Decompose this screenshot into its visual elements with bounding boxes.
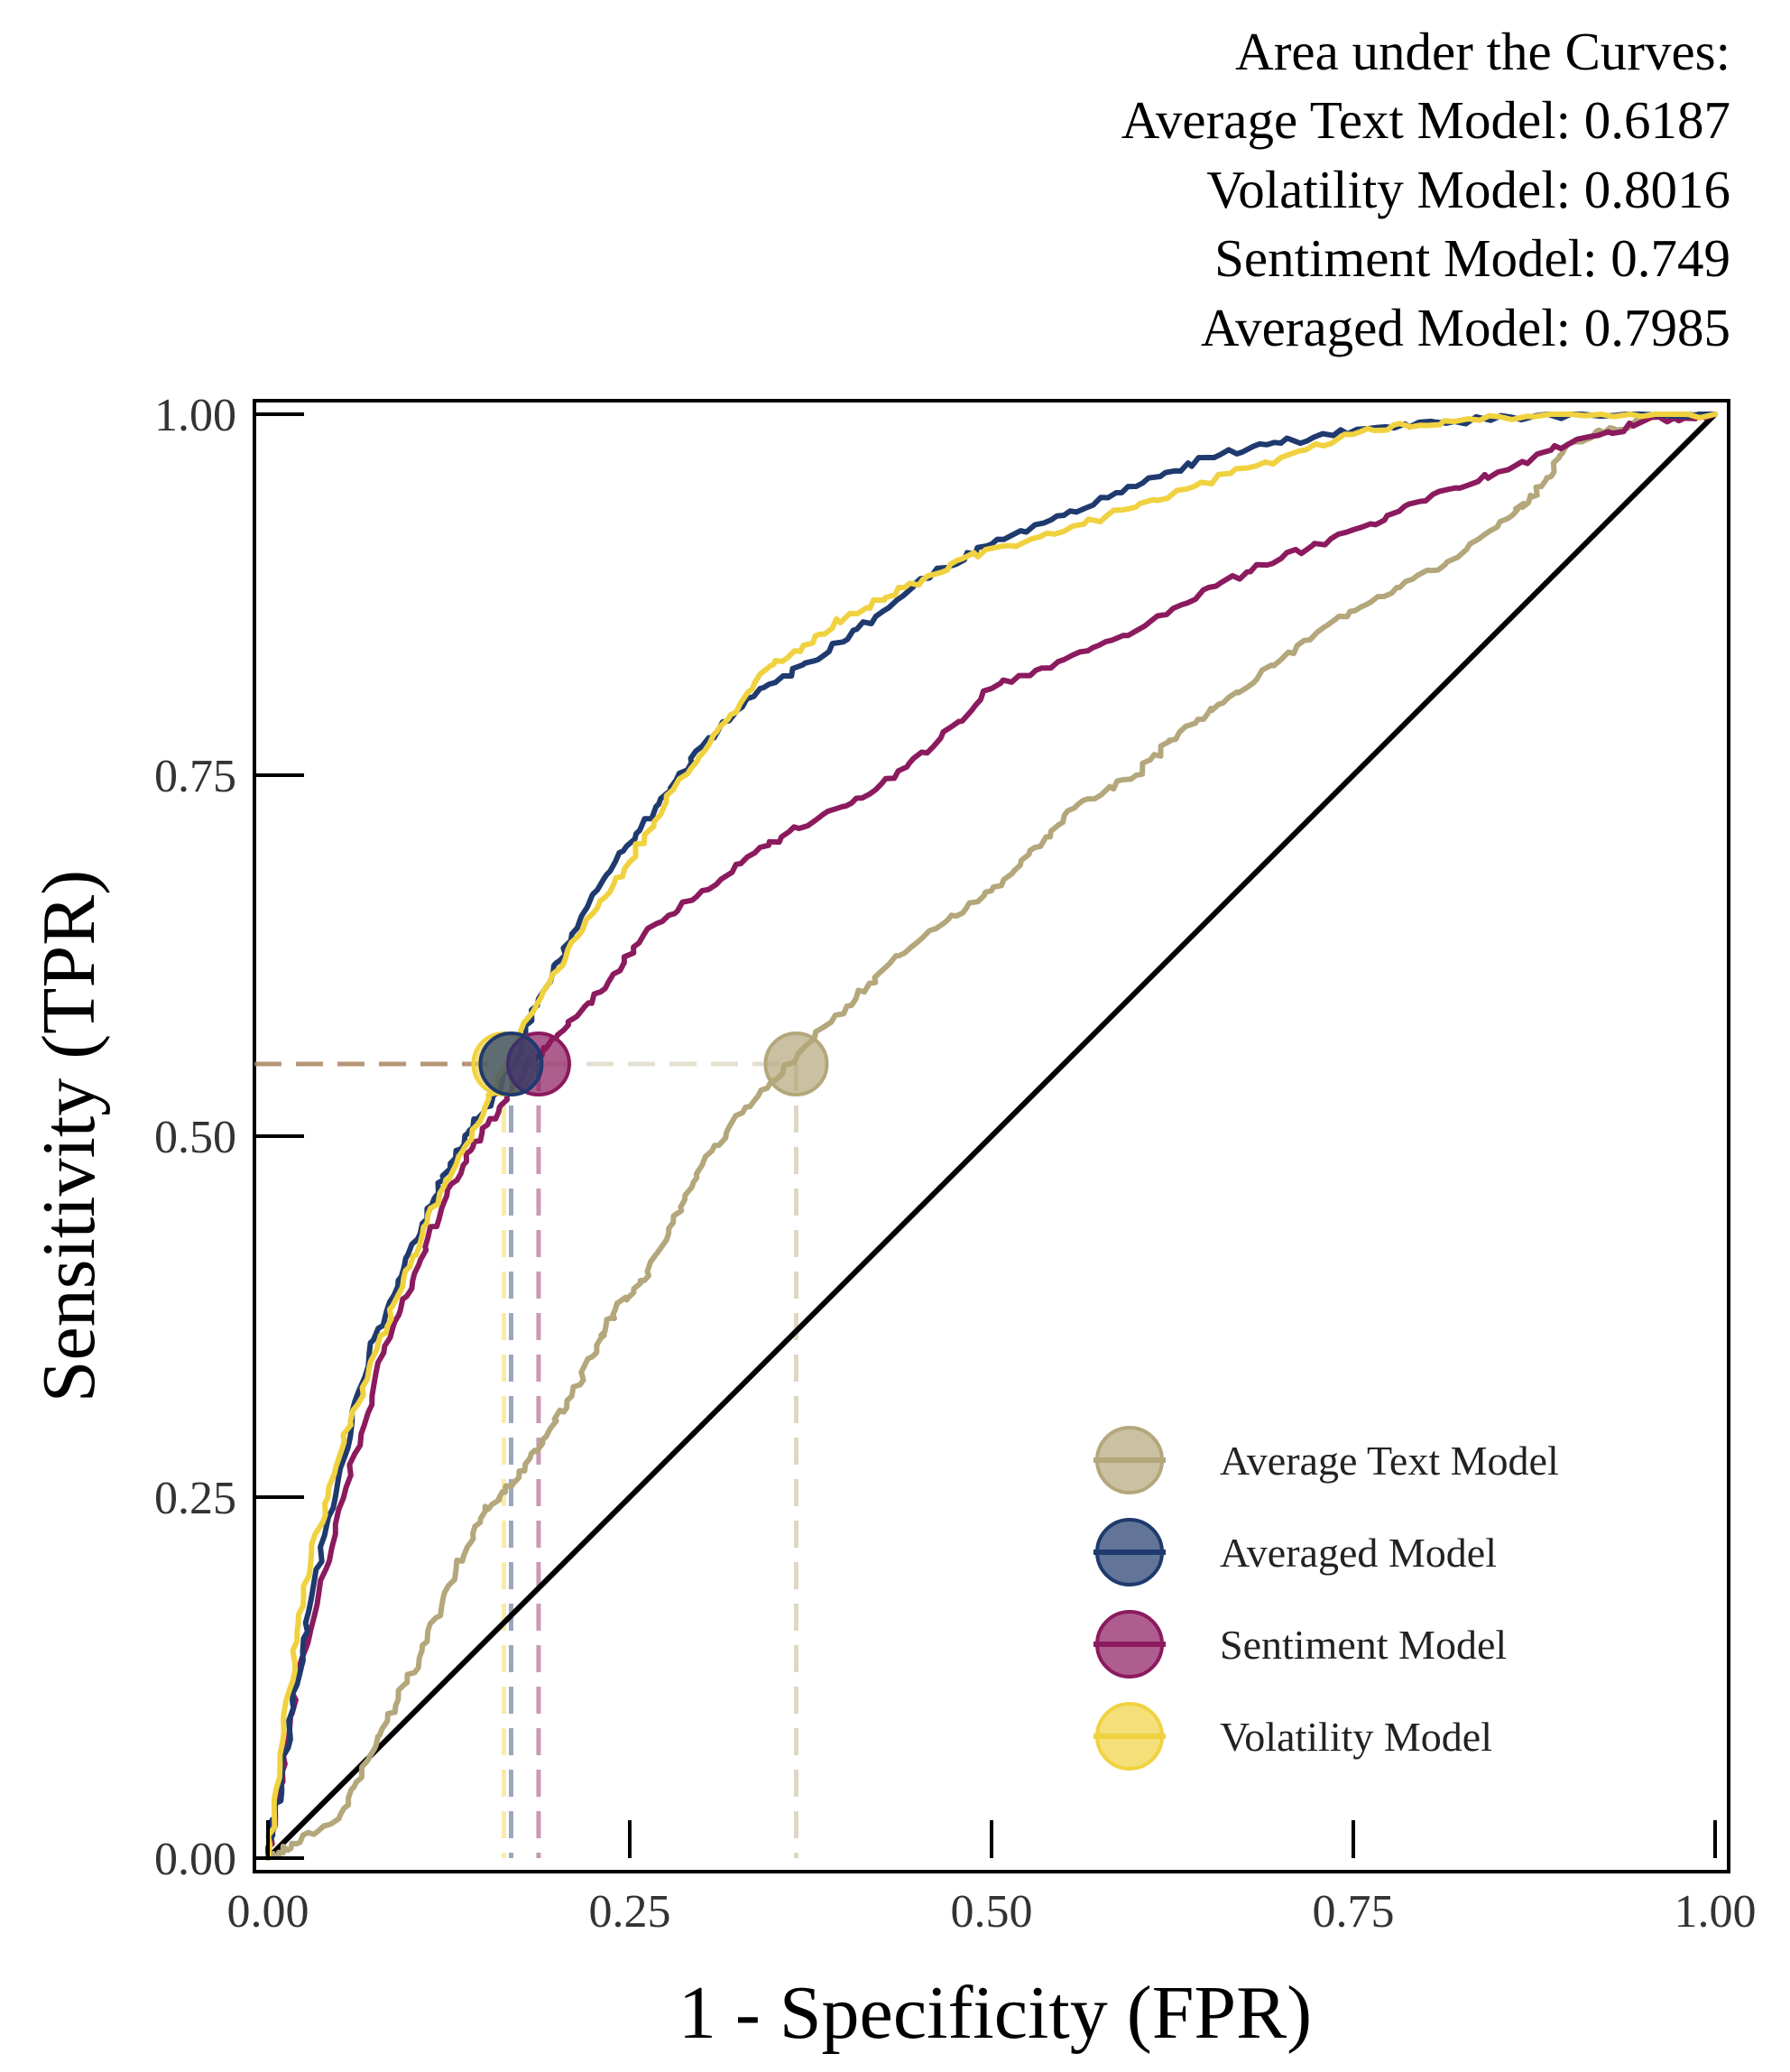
y-tick-label: 0.75 <box>154 751 236 802</box>
x-tick-label: 0.75 <box>1313 1886 1395 1938</box>
x-tick-label: 0.00 <box>227 1886 309 1938</box>
y-tick-label: 0.50 <box>154 1112 236 1163</box>
x-tick-label: 0.25 <box>589 1886 671 1938</box>
y-tick-label: 0.25 <box>154 1473 236 1524</box>
auc-line-volatility: Volatility Model: 0.8016 <box>1206 160 1730 219</box>
chance-diagonal-line <box>265 412 1718 1861</box>
legend-item-averaged-model: Averaged Model <box>1093 1518 1497 1586</box>
legend-label-averaged-model: Averaged Model <box>1220 1530 1497 1576</box>
legend-item-volatility-model: Volatility Model <box>1093 1702 1492 1771</box>
legend: Average Text Model Averaged Model Sentimen… <box>1093 1426 1559 1771</box>
auc-heading: Area under the Curves: <box>1235 22 1730 81</box>
average-text-model-curve <box>265 412 1718 1861</box>
reference-layer <box>265 412 1718 1861</box>
averaged-model-threshold-point <box>478 1031 544 1096</box>
legend-label-average-text-model: Average Text Model <box>1220 1438 1559 1484</box>
sentiment-model-curve <box>265 412 1718 1861</box>
threshold-points <box>471 1031 829 1096</box>
x-tick-label: 1.00 <box>1675 1886 1757 1938</box>
auc-line-sentiment: Sentiment Model: 0.749 <box>1214 228 1730 288</box>
average-text-model-threshold-point <box>763 1031 829 1096</box>
y-axis-title: Sensitivity (TPR) <box>27 870 111 1402</box>
averaged-model-curve <box>265 412 1718 1861</box>
y-tick-label: 1.00 <box>154 390 236 441</box>
volatility-model-curve <box>265 412 1718 1861</box>
auc-line-averaged: Averaged Model: 0.7985 <box>1201 298 1730 357</box>
legend-label-volatility-model: Volatility Model <box>1220 1714 1492 1760</box>
legend-label-sentiment-model: Sentiment Model <box>1220 1622 1507 1668</box>
x-tick-label: 0.50 <box>951 1886 1033 1938</box>
auc-annotation: Area under the Curves: Average Text Mode… <box>1121 22 1730 357</box>
auc-line-average-text: Average Text Model: 0.6187 <box>1121 90 1730 150</box>
x-axis-title: 1 - Specificity (FPR) <box>678 1971 1312 2055</box>
legend-item-sentiment-model: Sentiment Model <box>1093 1610 1507 1679</box>
roc-curves <box>265 412 1718 1861</box>
axis-ticks: 0.00 0.25 0.50 0.75 1.00 0.00 0.25 0.50 0.75 1.00 <box>154 390 1757 1938</box>
y-tick-label: 0.00 <box>154 1834 236 1885</box>
legend-item-average-text-model: Average Text Model <box>1093 1426 1559 1494</box>
